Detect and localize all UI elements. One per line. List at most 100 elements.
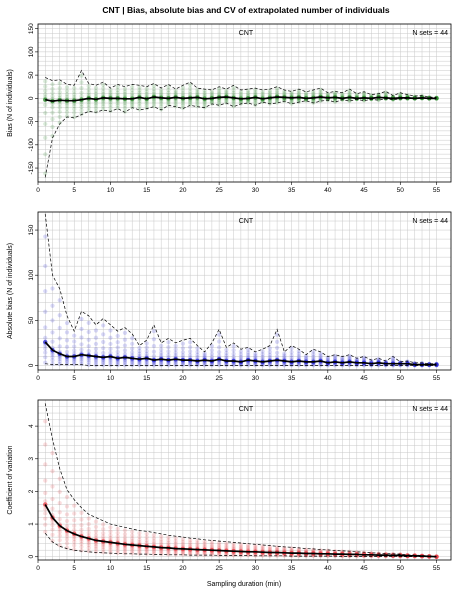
data-point [260, 99, 265, 105]
data-point [151, 363, 157, 368]
data-point [195, 541, 200, 546]
data-point [72, 94, 77, 100]
data-point [224, 545, 229, 550]
data-point [101, 359, 106, 364]
series-line-lower [44, 98, 437, 178]
data-point [122, 337, 128, 342]
data-point [253, 543, 258, 548]
data-point [101, 534, 106, 539]
data-point [311, 354, 316, 359]
data-point [122, 551, 128, 556]
data-point [50, 450, 55, 456]
data-point [137, 99, 142, 104]
y-axis-label: Coefficient of variation [7, 445, 14, 514]
data-point [86, 545, 91, 550]
data-point [231, 363, 236, 368]
data-point [64, 349, 70, 354]
data-point [64, 92, 70, 97]
y-tick-label: 100 [28, 46, 35, 57]
data-point [289, 101, 294, 106]
data-point [275, 546, 280, 551]
data-point [217, 86, 222, 91]
data-point [144, 538, 149, 543]
x-tick-label: 50 [397, 187, 405, 194]
data-point [289, 355, 294, 361]
bias-panel: CNT N sets = 44 Bias (N of individuals) … [7, 23, 452, 194]
data-point [108, 358, 113, 363]
data-point [159, 540, 164, 545]
n-sets-label: N sets = 44 [412, 406, 448, 413]
data-point [325, 356, 330, 362]
data-point [332, 353, 338, 359]
data-point [144, 341, 149, 346]
data-point [260, 349, 265, 354]
data-point [72, 85, 77, 91]
data-point [64, 545, 70, 550]
data-point [144, 105, 149, 111]
data-point [217, 542, 222, 548]
data-point [267, 88, 272, 93]
data-point [72, 360, 77, 365]
data-point [50, 110, 55, 115]
data-point [217, 345, 222, 350]
data-point [86, 337, 91, 342]
data-point [130, 363, 135, 368]
data-point [115, 84, 120, 89]
data-point [267, 355, 272, 360]
data-point [64, 320, 70, 326]
data-point [122, 359, 128, 364]
data-point [93, 103, 99, 108]
data-point [224, 353, 229, 358]
data-point [57, 538, 62, 543]
data-point [57, 344, 62, 349]
x-tick-label: 40 [324, 565, 332, 572]
data-point [50, 105, 55, 110]
n-sets-label: N sets = 44 [412, 218, 448, 225]
data-point [115, 90, 120, 95]
data-point [159, 91, 164, 97]
data-point [101, 527, 106, 532]
data-point [224, 541, 229, 546]
data-point [108, 350, 113, 355]
data-point [260, 91, 265, 96]
data-point [253, 355, 258, 360]
data-point [217, 99, 222, 104]
data-point [93, 328, 99, 333]
data-point [332, 91, 338, 96]
x-tick-label: 25 [216, 187, 224, 194]
data-point [311, 92, 316, 97]
data-point [43, 343, 48, 348]
data-point [267, 90, 272, 95]
data-point [108, 90, 113, 95]
data-point [79, 544, 84, 549]
panel-label: CNT [239, 406, 254, 413]
data-point [130, 350, 135, 355]
data-point [43, 346, 48, 351]
data-point [137, 345, 142, 351]
y-tick-label: 150 [28, 224, 35, 235]
x-tick-label: 50 [397, 375, 405, 382]
data-point [267, 349, 272, 354]
data-point [79, 522, 84, 528]
data-point [209, 540, 214, 545]
data-point [296, 354, 301, 359]
data-point [137, 361, 142, 366]
data-point [115, 101, 120, 106]
data-point [217, 540, 222, 545]
data-point [93, 546, 99, 552]
data-point [209, 348, 214, 353]
data-point [166, 542, 171, 548]
data-point [188, 82, 193, 87]
data-point [180, 539, 186, 545]
data-point [159, 361, 164, 366]
data-point [173, 539, 178, 544]
x-axis-label: Sampling duration (min) [207, 581, 281, 588]
data-point [122, 535, 128, 540]
series-line-upper [45, 69, 437, 98]
data-point [43, 442, 48, 447]
data-point [202, 543, 207, 548]
data-point [72, 110, 77, 115]
data-point [217, 544, 222, 549]
data-point [289, 546, 294, 551]
data-point [93, 101, 99, 106]
